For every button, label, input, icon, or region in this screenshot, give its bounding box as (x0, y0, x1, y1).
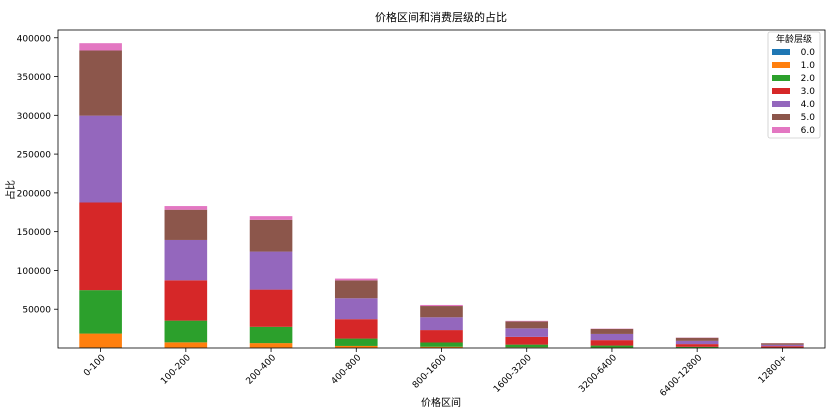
bar-segment-6-0-1 (164, 206, 208, 210)
x-tick-label: 3200-6400 (577, 353, 619, 395)
legend: 年龄层级 0.0 1.0 2.0 3.0 4.0 5.0 6.0 (767, 31, 821, 139)
x-tick-label: 1600-3200 (492, 353, 534, 395)
y-tick-label: 150000 (17, 228, 52, 238)
bar-segment-5-0-1 (164, 209, 208, 240)
bar-segment-3-0-1 (164, 280, 208, 321)
bar-segment-3-0-0 (79, 202, 122, 291)
bar-segment-5-0-2 (249, 219, 293, 252)
bar-segment-3-0-3 (334, 319, 378, 339)
bar-segment-5-0-0 (79, 50, 122, 116)
legend-label: 1.0 (801, 61, 816, 71)
bar-segment-4-0-5 (505, 328, 549, 337)
y-tick-label: 350000 (17, 73, 52, 83)
bar-segment-3-0-7 (675, 344, 719, 347)
bar-segment-5-0-7 (675, 337, 719, 341)
bar-segment-3-0-8 (761, 346, 804, 348)
bars-layer (79, 43, 804, 348)
bar-segment-6-0-3 (334, 278, 378, 281)
bar-segment-4-0-7 (675, 340, 719, 345)
bar-segment-3-0-4 (420, 330, 463, 343)
bar-segment-6-0-2 (249, 216, 293, 220)
legend-swatch (772, 49, 790, 55)
bar-segment-5-0-3 (334, 280, 378, 299)
legend-label: 0.0 (801, 48, 816, 58)
legend-swatch (772, 114, 790, 120)
legend-label: 2.0 (801, 74, 816, 84)
bar-segment-2-0-7 (675, 346, 719, 348)
bar-segment-3-0-5 (505, 336, 549, 345)
bar-segment-2-0-1 (164, 320, 208, 343)
x-tick-label: 100-200 (159, 353, 193, 387)
bar-segment-5-0-8 (761, 343, 804, 345)
bar-segment-6-0-5 (505, 320, 549, 322)
x-tick-label: 800-1600 (411, 353, 449, 391)
bar-segment-5-0-4 (420, 306, 463, 318)
y-tick-label: 250000 (17, 151, 52, 161)
legend-swatch (772, 127, 790, 133)
y-tick-label: 50000 (22, 306, 51, 316)
legend-label: 3.0 (801, 87, 816, 97)
legend-swatch (772, 101, 790, 107)
x-tick-label: 400-800 (330, 353, 364, 387)
legend-swatch (772, 88, 790, 94)
y-tick-label: 300000 (17, 112, 52, 122)
legend-label: 5.0 (801, 113, 816, 123)
bar-segment-4-0-3 (334, 298, 378, 320)
bar-segment-3-0-2 (249, 289, 293, 327)
bar-segment-1-0-4 (420, 346, 463, 348)
bar-segment-5-0-5 (505, 321, 549, 329)
x-axis-label: 价格区间 (421, 396, 461, 409)
bar-segment-4-0-8 (761, 344, 804, 347)
y-axis-label: 占比 (4, 180, 17, 200)
x-tick-label: 12800+ (757, 353, 790, 386)
legend-swatch (772, 75, 790, 81)
bar-segment-1-0-1 (164, 342, 208, 348)
bar-segment-1-0-3 (334, 345, 378, 348)
legend-swatch (772, 62, 790, 68)
bar-segment-5-0-6 (590, 328, 634, 334)
bar-segment-4-0-1 (164, 239, 208, 281)
bar-segment-3-0-6 (590, 340, 634, 346)
y-tick-label: 100000 (17, 267, 52, 277)
bar-segment-1-0-0 (79, 333, 122, 348)
bar-segment-2-0-2 (249, 326, 293, 344)
bar-segment-4-0-0 (79, 115, 122, 203)
x-tick-label: 6400-12800 (658, 353, 704, 399)
bar-segment-4-0-2 (249, 251, 293, 290)
bar-segment-1-0-2 (249, 343, 293, 348)
legend-label: 6.0 (801, 126, 816, 136)
bar-segment-6-0-0 (79, 43, 122, 51)
x-tick-label: 0-100 (82, 353, 108, 379)
y-tick-label: 400000 (17, 34, 52, 44)
x-tick-label: 200-400 (245, 353, 279, 387)
bar-segment-2-0-3 (334, 338, 378, 346)
y-tick-label: 200000 (17, 189, 52, 199)
bar-segment-2-0-4 (420, 342, 463, 347)
bar-segment-4-0-6 (590, 333, 634, 341)
bar-segment-4-0-4 (420, 317, 463, 331)
bar-segment-2-0-6 (590, 345, 634, 348)
legend-title: 年龄层级 (776, 33, 812, 45)
bar-segment-2-0-5 (505, 344, 549, 348)
bar-segment-6-0-4 (420, 304, 463, 307)
legend-label: 4.0 (801, 100, 816, 110)
legend-box (767, 31, 821, 139)
chart-title: 价格区间和消费层级的占比 (375, 10, 507, 24)
bar-segment-2-0-0 (79, 290, 122, 334)
